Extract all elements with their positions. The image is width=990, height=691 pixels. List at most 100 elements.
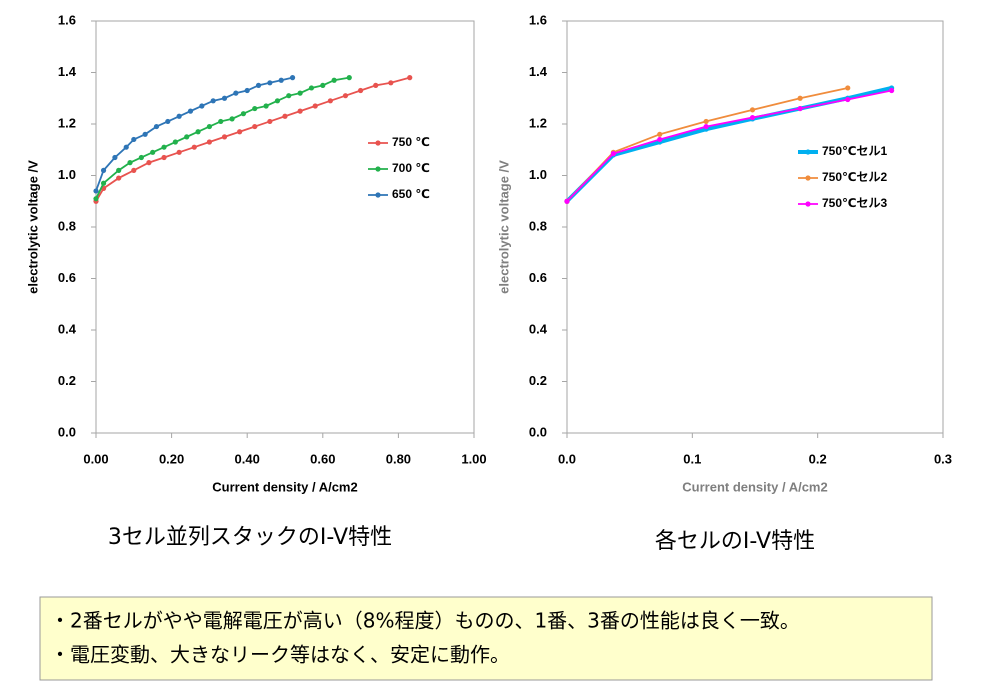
x-tick-label: 0.2: [809, 451, 827, 466]
y-tick-label: 0.8: [529, 218, 547, 233]
legend-marker: [805, 201, 811, 207]
chart-caption: 各セルのI-V特性: [655, 529, 815, 554]
data-point: [703, 118, 709, 125]
data-point: [165, 118, 171, 125]
data-point: [191, 144, 197, 150]
series-line: [95, 76, 410, 202]
data-point: [331, 77, 337, 83]
data-point: [116, 175, 122, 181]
data-point: [142, 131, 148, 137]
legend-marker: [375, 140, 381, 146]
data-point: [131, 167, 137, 173]
legend-label: 750℃セル1: [822, 144, 888, 158]
data-point: [845, 96, 851, 103]
y-tick-label: 1.0: [529, 167, 547, 182]
legend-label: 750℃セル3: [822, 196, 888, 210]
legend-marker: [805, 175, 811, 181]
y-tick-label: 0.2: [529, 373, 547, 388]
data-point: [161, 144, 167, 150]
legend-label: 750℃セル2: [822, 170, 888, 184]
data-point: [845, 85, 851, 91]
y-tick-label: 0.0: [529, 424, 547, 439]
data-point: [93, 188, 99, 194]
data-point: [263, 103, 269, 109]
data-point: [244, 87, 250, 94]
data-point: [749, 107, 756, 113]
legend-label: 650 ℃: [392, 187, 430, 201]
x-tick-label: 0.00: [83, 451, 108, 466]
x-tick-label: 0.0: [558, 451, 576, 466]
data-point: [749, 114, 756, 121]
data-point: [93, 196, 99, 202]
x-tick-label: 0.1: [683, 451, 701, 466]
data-point: [297, 108, 303, 114]
data-point: [176, 149, 182, 155]
y-tick-label: 0.0: [58, 424, 76, 439]
data-point: [388, 80, 394, 86]
series-line: [566, 89, 892, 202]
data-point: [123, 144, 129, 150]
x-tick-label: 0.3: [934, 451, 952, 466]
chart-caption: 3セル並列スタックのI-V特性: [108, 525, 392, 550]
data-point: [308, 85, 315, 91]
plot-area: [566, 20, 944, 434]
x-axis-label: Current density / A/cm2: [682, 479, 827, 494]
y-tick-label: 1.2: [58, 115, 76, 130]
data-point: [610, 151, 616, 157]
data-point: [286, 93, 292, 99]
data-point: [312, 103, 318, 109]
data-point: [797, 95, 803, 101]
data-point: [346, 75, 352, 81]
series-line: [565, 86, 893, 203]
legend-marker: [805, 149, 811, 155]
y-tick-label: 1.0: [58, 167, 76, 182]
data-point: [210, 98, 216, 104]
data-point: [255, 82, 262, 88]
legend-label: 700 ℃: [392, 161, 430, 175]
data-point: [218, 118, 224, 125]
data-point: [172, 139, 178, 145]
data-point: [221, 95, 228, 101]
data-point: [206, 123, 212, 130]
y-tick-label: 0.2: [58, 373, 76, 388]
data-point: [100, 167, 107, 173]
y-tick-label: 1.6: [58, 12, 76, 27]
data-point: [327, 98, 333, 104]
y-tick-label: 0.6: [529, 270, 547, 285]
data-point: [199, 103, 205, 109]
data-point: [278, 77, 284, 83]
data-point: [150, 149, 156, 155]
data-point: [358, 87, 364, 94]
y-tick-label: 0.4: [529, 321, 548, 336]
data-point: [267, 118, 273, 125]
data-point: [229, 116, 235, 122]
data-point: [146, 160, 152, 166]
data-point: [131, 136, 137, 143]
note-line: ・2番セルがやや電解電圧が高い（8%程度）ものの、1番、3番の性能は良く一致。: [50, 609, 800, 633]
data-point: [267, 80, 273, 86]
y-axis-label: electrolytic voltage /V: [496, 160, 511, 294]
y-tick-label: 1.2: [529, 115, 547, 130]
data-point: [889, 87, 895, 94]
x-tick-label: 0.80: [386, 451, 411, 466]
data-point: [252, 123, 258, 130]
data-point: [289, 75, 296, 81]
x-tick-label: 0.20: [159, 451, 184, 466]
y-tick-label: 1.4: [58, 64, 77, 79]
x-axis-label: Current density / A/cm2: [212, 479, 357, 494]
data-point: [206, 139, 212, 145]
data-point: [342, 93, 349, 99]
y-tick-label: 1.6: [529, 12, 547, 27]
data-point: [703, 123, 709, 130]
data-point: [407, 75, 413, 81]
data-point: [187, 108, 194, 114]
data-point: [240, 111, 247, 117]
data-point: [176, 113, 182, 119]
note-box: [39, 596, 933, 681]
data-point: [657, 131, 663, 137]
data-point: [221, 134, 228, 140]
data-point: [797, 105, 803, 112]
legend-label: 750 ℃: [392, 135, 430, 149]
data-point: [297, 90, 303, 96]
